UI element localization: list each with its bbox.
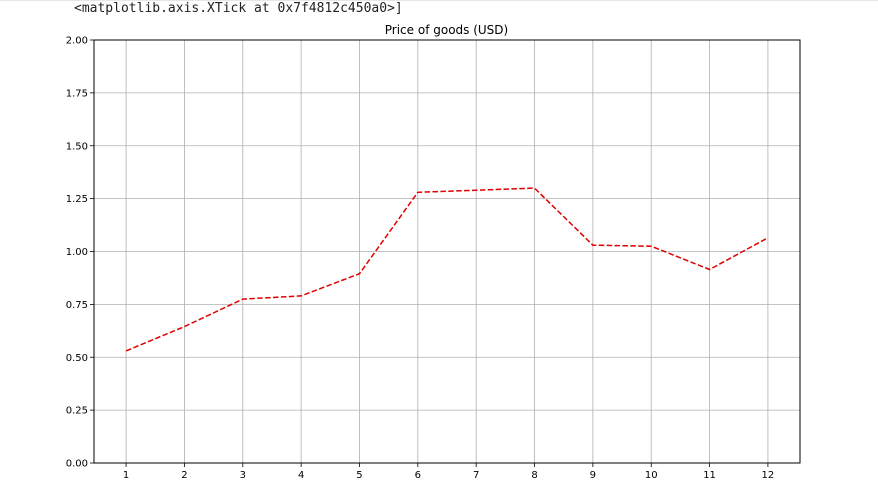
x-tick: 5 <box>356 463 363 481</box>
y-tick-label: 2.00 <box>66 36 88 47</box>
x-tick-label: 8 <box>531 470 537 481</box>
x-tick-label: 9 <box>590 470 596 481</box>
x-tick-label: 7 <box>473 470 479 481</box>
x-tick: 7 <box>473 463 479 481</box>
series-layer <box>125 187 769 352</box>
y-tick: 0.50 <box>66 353 94 364</box>
y-tick: 1.00 <box>66 247 94 258</box>
chart-title: Price of goods (USD) <box>385 23 508 37</box>
x-axis: 1 2 3 4 5 6 7 8 9 10 11 12 <box>123 463 774 481</box>
y-tick-label: 1.00 <box>66 247 88 258</box>
x-tick-label: 6 <box>415 470 421 481</box>
y-tick-label: 1.75 <box>66 88 88 99</box>
x-tick-label: 4 <box>298 470 304 481</box>
x-tick: 12 <box>762 463 775 481</box>
y-tick-label: 0.75 <box>66 300 88 311</box>
y-tick: 0.25 <box>66 406 94 417</box>
y-tick: 0.75 <box>66 300 94 311</box>
grid <box>94 39 800 464</box>
x-tick: 11 <box>703 463 716 481</box>
x-tick: 9 <box>590 463 596 481</box>
x-tick: 10 <box>645 463 658 481</box>
x-tick-label: 11 <box>703 470 716 481</box>
y-tick-label: 0.00 <box>66 459 88 470</box>
x-tick: 3 <box>240 463 246 481</box>
y-tick-label: 0.50 <box>66 353 88 364</box>
y-axis: 0.00 0.25 0.50 0.75 1.00 1.25 1.50 1.75 2.00 <box>66 36 94 470</box>
y-tick: 1.50 <box>66 141 94 152</box>
series-line <box>125 187 769 352</box>
y-tick: 1.25 <box>66 194 94 205</box>
y-tick: 2.00 <box>66 36 94 47</box>
x-tick-label: 12 <box>762 470 775 481</box>
x-tick-label: 10 <box>645 470 658 481</box>
y-tick: 0.00 <box>66 459 94 470</box>
x-tick: 6 <box>415 463 421 481</box>
x-tick: 1 <box>123 463 129 481</box>
x-tick-label: 5 <box>356 470 362 481</box>
x-tick: 2 <box>181 463 188 481</box>
y-tick-label: 1.25 <box>66 194 88 205</box>
x-tick: 8 <box>531 463 538 481</box>
cell-output-text: <matplotlib.axis.XTick at 0x7f4812c450a0… <box>74 1 403 16</box>
x-tick: 4 <box>298 463 304 481</box>
y-tick-label: 1.50 <box>66 141 88 152</box>
y-tick-label: 0.25 <box>66 406 88 417</box>
x-tick-label: 1 <box>123 470 129 481</box>
x-tick-label: 2 <box>181 470 187 481</box>
x-tick-label: 3 <box>240 470 246 481</box>
cell-separator <box>0 0 878 1</box>
y-tick: 1.75 <box>66 88 94 99</box>
